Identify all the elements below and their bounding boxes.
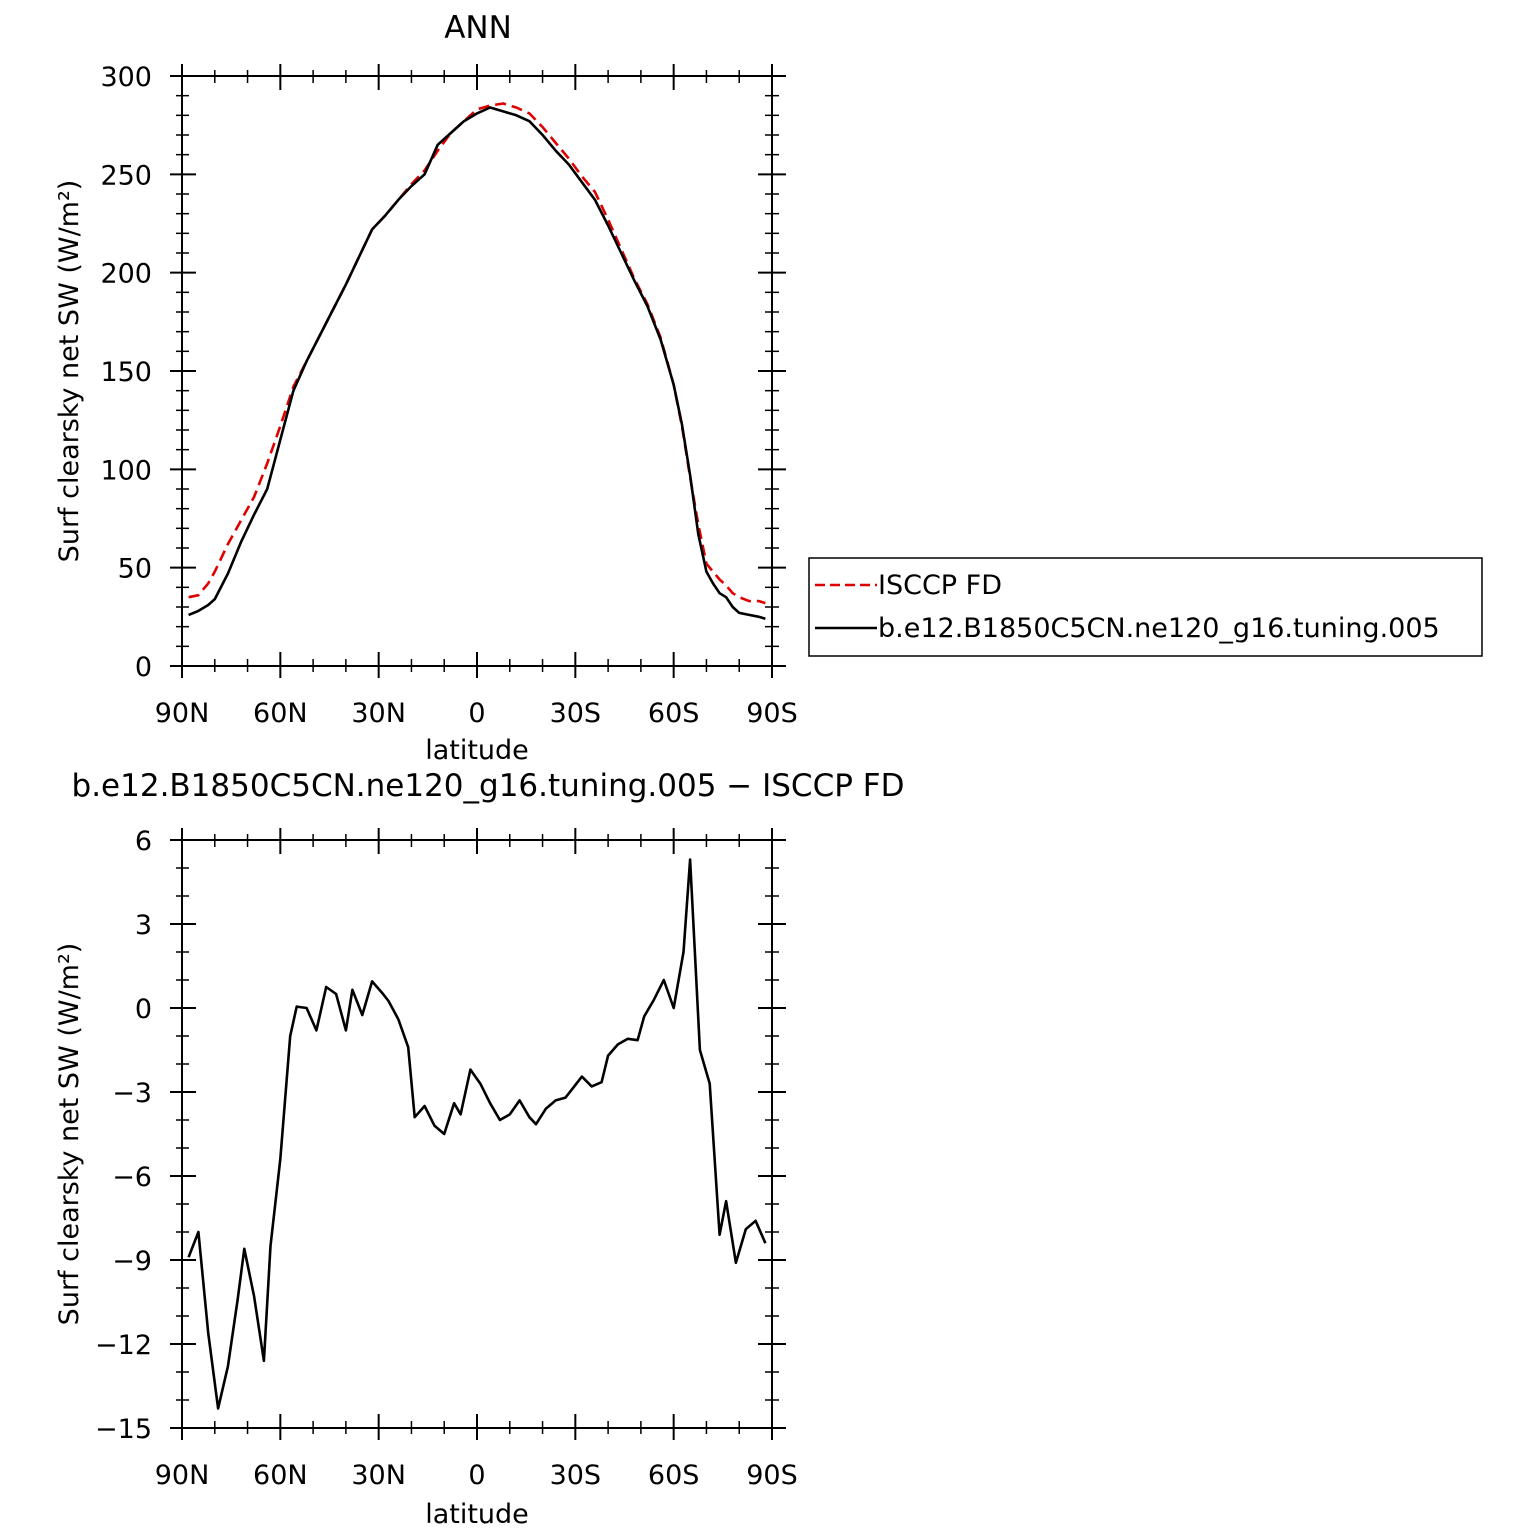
y-tick-label: 250 [100, 160, 152, 191]
bottom-x-axis-label: latitude [425, 1499, 529, 1530]
x-tick-label: 30S [550, 698, 602, 729]
y-tick-label: 100 [100, 455, 152, 486]
y-tick-label: −15 [95, 1414, 152, 1445]
x-tick-label: 60S [648, 698, 700, 729]
series-line-model [188, 106, 766, 621]
x-tick-label: 0 [468, 1460, 485, 1491]
legend: ISCCP FD b.e12.B1850C5CN.ne120_g16.tunin… [808, 557, 1483, 657]
y-tick-label: −3 [112, 1078, 152, 1109]
x-tick-label: 90N [155, 698, 210, 729]
x-tick-label: 90S [746, 1460, 798, 1491]
x-tick-label: 30S [550, 1460, 602, 1491]
top-plot-frame [181, 75, 773, 667]
y-tick-label: 50 [118, 554, 152, 585]
y-tick-label: 3 [135, 910, 152, 941]
top-chart-title: ANN [444, 10, 512, 46]
y-tick-label: −12 [95, 1330, 152, 1361]
bottom-panel: b.e12.B1850C5CN.ne120_g16.tuning.005 − I… [54, 768, 904, 1530]
y-tick-label: 0 [135, 994, 152, 1025]
bottom-chart-title: b.e12.B1850C5CN.ne120_g16.tuning.005 − I… [72, 768, 905, 804]
legend-label-isccp: ISCCP FD [878, 570, 1002, 601]
y-tick-label: 150 [100, 357, 152, 388]
y-tick-label: 200 [100, 259, 152, 290]
y-tick-label: −6 [112, 1162, 152, 1193]
y-tick-label: −9 [112, 1246, 152, 1277]
x-tick-label: 90S [746, 698, 798, 729]
x-tick-label: 90N [155, 1460, 210, 1491]
series-line-isccp [188, 102, 766, 605]
y-tick-label: 6 [135, 826, 152, 857]
bottom-y-axis-label: Surf clearsky net SW (W/m²) [54, 943, 85, 1326]
top-x-axis-label: latitude [425, 735, 529, 766]
x-tick-label: 30N [351, 1460, 406, 1491]
top-y-axis-label: Surf clearsky net SW (W/m²) [54, 180, 85, 563]
legend-label-model: b.e12.B1850C5CN.ne120_g16.tuning.005 [878, 613, 1440, 644]
x-tick-label: 60N [253, 1460, 308, 1491]
x-tick-label: 60N [253, 698, 308, 729]
x-tick-label: 30N [351, 698, 406, 729]
x-tick-label: 60S [648, 1460, 700, 1491]
x-tick-label: 0 [468, 698, 485, 729]
series-line-difference [187, 858, 767, 1410]
top-panel: ANN 0 50 100 150 200 250 300 90N 60N 30N 0 30S 60S 9… [54, 10, 798, 766]
legend-box [808, 557, 1483, 657]
bottom-plot-frame [181, 839, 773, 1429]
y-tick-label: 0 [135, 652, 152, 683]
y-tick-label: 300 [100, 62, 152, 93]
